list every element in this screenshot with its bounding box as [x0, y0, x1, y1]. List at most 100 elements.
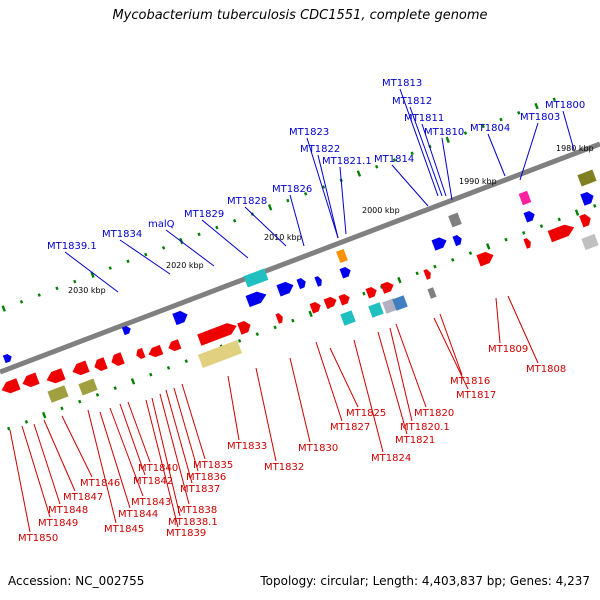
- gene-arrow-forward[interactable]: [523, 210, 537, 223]
- gene-label-top[interactable]: MT1813: [382, 78, 422, 89]
- gene-arrow-reverse[interactable]: [44, 368, 66, 386]
- gene-label-bottom[interactable]: MT1850: [18, 533, 58, 544]
- gene-label-bottom[interactable]: MT1838: [177, 505, 217, 516]
- gene-label-top[interactable]: MT1823: [289, 127, 329, 138]
- gene-arrow-forward[interactable]: [323, 295, 339, 309]
- gene-arrow-forward[interactable]: [580, 190, 595, 206]
- gene-arrow-forward[interactable]: [423, 268, 432, 280]
- feature-box[interactable]: [47, 385, 69, 403]
- gene-label-top[interactable]: MT1828: [227, 196, 267, 207]
- gene-arrow-forward[interactable]: [276, 280, 295, 297]
- feature-box[interactable]: [577, 169, 597, 187]
- gene-arrow-forward[interactable]: [365, 286, 379, 299]
- gene-label-bottom[interactable]: MT1820.1: [400, 422, 450, 433]
- gene-arrow-forward[interactable]: [579, 213, 593, 228]
- feature-box[interactable]: [340, 310, 356, 326]
- gene-label-bottom[interactable]: MT1839: [166, 528, 206, 539]
- scale-tick-minor: [291, 318, 295, 323]
- gene-label-bottom[interactable]: MT1825: [346, 408, 386, 419]
- feature-box[interactable]: [392, 295, 408, 311]
- gene-label-bottom[interactable]: MT1832: [264, 462, 304, 473]
- gene-label-top[interactable]: MT1821.1: [322, 156, 372, 167]
- gene-label-bottom[interactable]: MT1837: [180, 484, 220, 495]
- gene-label-bottom[interactable]: MT1845: [104, 524, 144, 535]
- gene-label-bottom[interactable]: MT1848: [48, 505, 88, 516]
- gene-label-bottom[interactable]: MT1817: [456, 390, 496, 401]
- gene-label-top[interactable]: MT1803: [520, 112, 560, 123]
- feature-box[interactable]: [518, 190, 532, 206]
- gene-arrow-forward[interactable]: [523, 237, 532, 249]
- gene-label-top[interactable]: MT1839.1: [47, 241, 97, 252]
- gene-arrow-forward[interactable]: [309, 301, 323, 314]
- gene-arrow-reverse[interactable]: [92, 357, 108, 372]
- bottom-label-leader: [9, 429, 31, 533]
- gene-label-top[interactable]: MT1811: [404, 113, 444, 124]
- gene-arrow-reverse[interactable]: [134, 347, 146, 360]
- gene-arrow-forward[interactable]: [2, 353, 13, 364]
- feature-box[interactable]: [581, 233, 599, 251]
- gene-arrow-forward[interactable]: [275, 312, 284, 324]
- gene-label-bottom[interactable]: MT1820: [414, 408, 454, 419]
- gene-arrow-forward[interactable]: [338, 293, 352, 306]
- gene-label-top[interactable]: MT1810: [424, 127, 464, 138]
- gene-arrow-forward[interactable]: [121, 325, 132, 336]
- bottom-label-leader: [395, 323, 427, 408]
- gene-arrow-forward[interactable]: [314, 275, 323, 287]
- gene-arrow-forward[interactable]: [339, 266, 353, 279]
- feature-box[interactable]: [368, 302, 384, 318]
- gene-label-bottom[interactable]: MT1847: [63, 492, 103, 503]
- scale-tick-minor: [517, 110, 521, 115]
- gene-label-bottom[interactable]: MT1844: [118, 509, 158, 520]
- gene-arrow-reverse[interactable]: [109, 352, 125, 367]
- gene-label-top[interactable]: MT1800: [545, 100, 585, 111]
- gene-arrow-reverse[interactable]: [167, 339, 182, 353]
- gene-label-bottom[interactable]: MT1821: [395, 435, 435, 446]
- gene-label-bottom[interactable]: MT1835: [193, 460, 233, 471]
- gene-label-bottom[interactable]: MT1840: [138, 463, 178, 474]
- gene-arrow-forward[interactable]: [476, 250, 495, 267]
- gene-label-bottom[interactable]: MT1809: [488, 344, 528, 355]
- gene-label-bottom[interactable]: MT1830: [298, 443, 338, 454]
- gene-arrow-forward[interactable]: [237, 319, 252, 335]
- gene-arrow-forward[interactable]: [380, 280, 396, 294]
- gene-label-bottom[interactable]: MT1833: [227, 441, 267, 452]
- gene-label-bottom[interactable]: MT1836: [186, 472, 226, 483]
- gene-label-bottom[interactable]: MT1816: [450, 376, 490, 387]
- gene-label-bottom[interactable]: MT1843: [131, 497, 171, 508]
- gene-arrow-forward[interactable]: [197, 320, 239, 346]
- gene-label-bottom[interactable]: MT1849: [38, 518, 78, 529]
- feature-box[interactable]: [448, 212, 462, 228]
- gene-arrow-reverse[interactable]: [147, 344, 164, 359]
- feature-box[interactable]: [78, 378, 98, 396]
- feature-box[interactable]: [197, 339, 243, 369]
- feature-box[interactable]: [427, 287, 437, 299]
- top-label-leader: [421, 123, 447, 197]
- gene-label-top[interactable]: MT1822: [300, 144, 340, 155]
- gene-label-top[interactable]: malQ: [148, 219, 175, 230]
- gene-arrow-forward[interactable]: [172, 309, 189, 326]
- gene-label-bottom[interactable]: MT1827: [330, 422, 370, 433]
- gene-label-top[interactable]: MT1829: [184, 209, 224, 220]
- gene-label-top[interactable]: MT1804: [470, 123, 510, 134]
- feature-box[interactable]: [336, 248, 348, 264]
- gene-label-bottom[interactable]: MT1842: [133, 476, 173, 487]
- gene-arrow-forward[interactable]: [431, 235, 449, 251]
- gene-arrow-forward[interactable]: [245, 289, 269, 308]
- gene-label-top[interactable]: MT1814: [374, 154, 414, 165]
- gene-arrow-forward[interactable]: [296, 277, 307, 290]
- scale-tick-minor: [303, 191, 308, 196]
- gene-arrow-reverse[interactable]: [20, 372, 40, 390]
- gene-label-bottom[interactable]: MT1838.1: [168, 517, 218, 528]
- gene-arrow-forward[interactable]: [547, 222, 577, 243]
- gene-arrow-reverse[interactable]: [70, 360, 90, 378]
- gene-label-top[interactable]: MT1826: [272, 184, 312, 195]
- gene-arrow-reverse[interactable]: [0, 378, 21, 396]
- gene-arrow-forward[interactable]: [452, 234, 463, 247]
- gene-label-top[interactable]: MT1834: [102, 229, 142, 240]
- scale-tick-minor: [415, 271, 419, 276]
- gene-label-bottom[interactable]: MT1808: [526, 364, 566, 375]
- gene-label-top[interactable]: MT1812: [392, 96, 432, 107]
- feature-box[interactable]: [243, 268, 269, 288]
- gene-label-bottom[interactable]: MT1824: [371, 453, 411, 464]
- gene-label-bottom[interactable]: MT1846: [80, 478, 120, 489]
